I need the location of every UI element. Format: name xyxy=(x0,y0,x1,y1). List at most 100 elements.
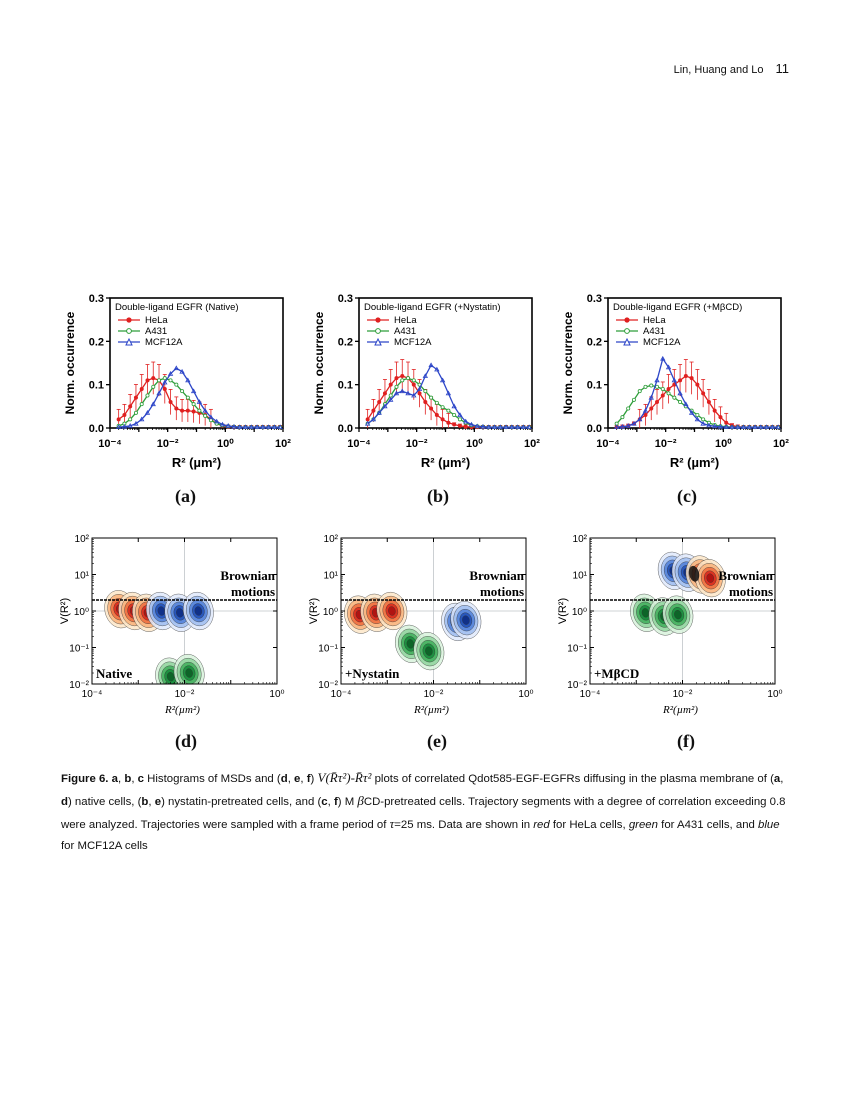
data-point xyxy=(168,400,173,404)
x-axis-label: R²(µm²) xyxy=(164,704,200,716)
y-tick-label: 10¹ xyxy=(75,571,90,582)
x-tick-label: 10⁻² xyxy=(655,438,677,450)
data-point xyxy=(620,415,625,420)
data-point xyxy=(457,417,462,422)
data-point xyxy=(162,379,168,385)
y-tick-label: 0.0 xyxy=(89,423,104,435)
data-point xyxy=(729,424,735,430)
data-point xyxy=(388,397,394,402)
data-point xyxy=(619,423,626,429)
chart-title: Double-ligand EGFR (Native) xyxy=(115,302,239,313)
y-tick-label: 10² xyxy=(324,534,339,545)
caption-ref-e: e xyxy=(154,796,162,808)
legend-marker xyxy=(125,337,133,346)
contour-level xyxy=(388,606,396,616)
data-point xyxy=(185,408,190,413)
data-point xyxy=(173,365,180,371)
legend-label: HeLa xyxy=(394,315,417,326)
legend: Double-ligand EGFR (+Nystatin) HeLaA431MC… xyxy=(364,302,500,348)
data-point xyxy=(365,417,370,422)
caption-text: ) xyxy=(310,773,318,785)
data-point xyxy=(180,389,185,394)
data-point xyxy=(649,406,654,411)
panel-label-c: (c) xyxy=(677,486,697,506)
data-point xyxy=(400,374,405,378)
data-point xyxy=(382,403,388,409)
data-point xyxy=(388,382,393,387)
brownian-label: Brownian xyxy=(469,568,524,583)
data-point xyxy=(190,388,197,394)
caption-sep: , xyxy=(131,773,138,785)
data-point xyxy=(254,424,260,430)
caption-text: for HeLa cells, xyxy=(549,819,629,831)
data-point xyxy=(613,424,620,430)
data-point xyxy=(225,423,231,428)
y-tick-label: 0.1 xyxy=(587,380,602,392)
data-point xyxy=(452,413,457,418)
legend-label: A431 xyxy=(145,326,167,337)
data-point xyxy=(429,395,434,400)
data-point xyxy=(717,423,724,429)
data-point xyxy=(145,378,150,383)
motions-label: motions xyxy=(729,584,773,599)
histogram-panel-a: 0.0 0.1 0.2 0.3 10⁻⁴ 10⁻² 10⁰ 10² R² (µm²) Norm. … xyxy=(60,290,295,480)
brownian-label: Brownian xyxy=(220,568,275,583)
x-tick-label: 10⁻⁴ xyxy=(580,689,601,700)
data-point xyxy=(411,378,416,383)
x-tick-label: 10⁻² xyxy=(157,438,179,450)
caption-ref-c: c xyxy=(321,796,328,808)
data-point xyxy=(701,417,706,422)
data-point xyxy=(377,400,382,404)
data-point xyxy=(695,382,700,387)
caption-text: ) native cells, ( xyxy=(67,796,142,808)
plot-frame xyxy=(607,297,782,429)
legend-marker xyxy=(375,317,381,323)
x-tick-label: 10⁻² xyxy=(673,689,693,700)
legend-marker xyxy=(126,317,132,323)
y-tick-label: 0.0 xyxy=(587,423,602,435)
data-point xyxy=(706,422,712,428)
legend-marker xyxy=(624,317,630,323)
caption-color-green: green xyxy=(628,819,658,831)
overlap-core xyxy=(688,565,700,582)
x-tick-label: 10⁰ xyxy=(217,438,234,450)
data-point xyxy=(277,424,283,430)
cluster-a431 xyxy=(155,654,205,684)
chart-title: Double-ligand EGFR (+MβCD) xyxy=(613,302,742,313)
caption-ref-a: a xyxy=(111,773,118,785)
x-tick-label: 10⁻² xyxy=(424,689,444,700)
data-point xyxy=(480,423,486,429)
data-point xyxy=(115,424,122,430)
caption-color-blue: blue xyxy=(758,819,780,831)
data-point xyxy=(133,420,139,426)
y-tick-label: 0.1 xyxy=(338,380,353,392)
data-point xyxy=(150,401,156,407)
data-point xyxy=(156,390,162,396)
panel-label-b: (b) xyxy=(427,486,449,506)
x-tick-label: 10⁻² xyxy=(406,438,428,450)
data-point xyxy=(677,390,683,396)
caption-figure-label: Figure 6. xyxy=(61,773,109,785)
caption-sep: , xyxy=(327,796,334,808)
data-point xyxy=(203,413,208,418)
data-point xyxy=(157,378,162,383)
data-point xyxy=(446,420,451,425)
data-point xyxy=(701,391,706,396)
data-point xyxy=(376,410,382,415)
data-point xyxy=(127,423,133,428)
x-tick-label: 10² xyxy=(773,438,789,450)
data-point xyxy=(416,386,423,391)
data-point xyxy=(740,424,747,430)
histogram-svg-b: 0.0 0.1 0.2 0.3 10⁻⁴ 10⁻² 10⁰ 10² R² (µm²) Norm. … xyxy=(312,293,540,470)
data-point xyxy=(265,424,272,430)
histogram-panel-c: 0.0 0.1 0.2 0.3 10⁻⁴ 10⁻² 10⁰ 10² R² (µm²) Norm. … xyxy=(558,290,793,480)
y-tick-label: 0.2 xyxy=(587,336,602,348)
data-point xyxy=(145,393,150,398)
data-point xyxy=(625,423,631,428)
caption-text: for A431 cells, and xyxy=(657,819,759,831)
data-point xyxy=(631,397,636,402)
legend-label: HeLa xyxy=(643,315,666,326)
data-point xyxy=(643,413,648,417)
data-point xyxy=(683,401,689,407)
caption-ref-b: b xyxy=(124,773,132,785)
